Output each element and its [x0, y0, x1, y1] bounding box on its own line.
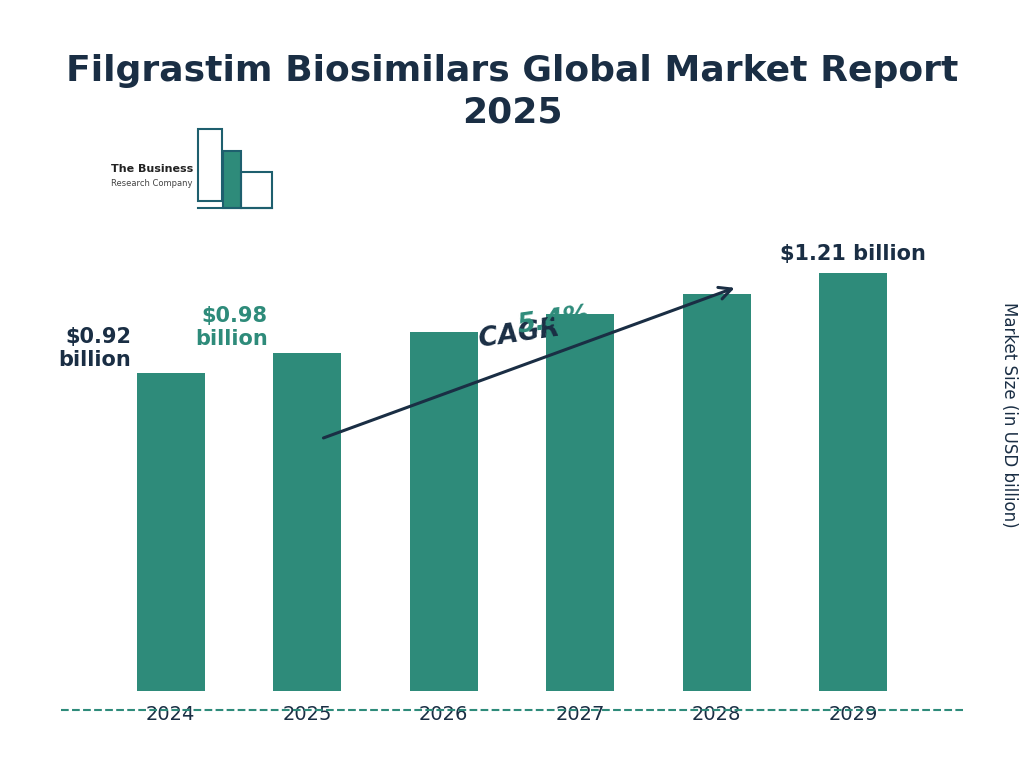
- Text: The Business: The Business: [111, 164, 193, 174]
- Bar: [223, 151, 242, 208]
- Text: Market Size (in USD billion): Market Size (in USD billion): [999, 302, 1018, 528]
- Bar: [242, 172, 272, 208]
- Bar: [273, 353, 341, 691]
- Text: CAGR: CAGR: [477, 314, 571, 353]
- Bar: [819, 273, 888, 691]
- Text: $1.21 billion: $1.21 billion: [780, 244, 927, 264]
- Bar: [136, 373, 205, 691]
- Bar: [198, 130, 222, 200]
- Bar: [546, 315, 614, 691]
- Bar: [683, 294, 751, 691]
- Text: Research Company: Research Company: [112, 179, 193, 188]
- Text: $0.92
billion: $0.92 billion: [58, 326, 131, 370]
- Text: Filgrastim Biosimilars Global Market Report
2025: Filgrastim Biosimilars Global Market Rep…: [66, 54, 958, 130]
- Text: 5.4%: 5.4%: [515, 303, 592, 339]
- Text: $0.98
billion: $0.98 billion: [195, 306, 267, 349]
- Bar: [410, 332, 478, 691]
